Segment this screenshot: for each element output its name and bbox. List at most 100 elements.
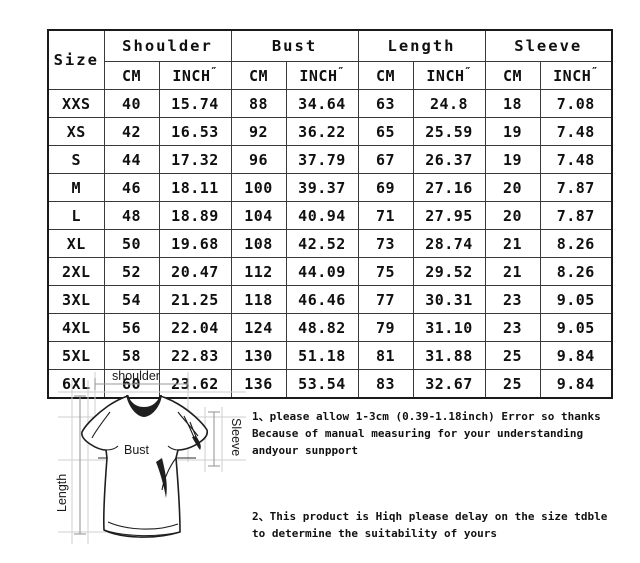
cell-bust-inch: 39.37 <box>285 173 359 202</box>
cell-shoulder-inch: 16.53 <box>158 117 232 146</box>
cell-bust-cm: 108 <box>230 229 287 258</box>
cell-sleeve-inch: 7.87 <box>539 201 613 230</box>
cell-sleeve-inch: 8.26 <box>539 257 613 286</box>
cell-sleeve-inch: 7.48 <box>539 145 613 174</box>
column-header-shoulder: Shoulder <box>103 29 232 62</box>
cell-sleeve-cm: 21 <box>484 257 541 286</box>
unit-label-inch: INCH <box>553 66 592 85</box>
cell-length-cm: 81 <box>357 341 414 370</box>
note-size-table-advice: 2、This product is Hiqh please delay on t… <box>252 510 608 541</box>
cell-shoulder-cm: 56 <box>103 313 160 342</box>
unit-header-length-cm: CM <box>357 61 414 90</box>
unit-label-inch: INCH <box>172 66 211 85</box>
cell-bust-inch: 51.18 <box>285 341 359 370</box>
cell-shoulder-cm: 54 <box>103 285 160 314</box>
cell-length-inch: 31.88 <box>412 341 486 370</box>
cell-bust-cm: 112 <box>230 257 287 286</box>
cell-sleeve-cm: 20 <box>484 201 541 230</box>
cell-size: L <box>47 201 105 230</box>
table-row: L 48 18.89 104 40.94 71 27.95 20 7.87 <box>47 201 613 230</box>
cell-size: 4XL <box>47 313 105 342</box>
tshirt-outline <box>81 395 209 538</box>
unit-header-bust-inch: INCH″ <box>285 61 359 90</box>
table-row: 2XL 52 20.47 112 44.09 75 29.52 21 8.26 <box>47 257 613 286</box>
cell-size: 2XL <box>47 257 105 286</box>
cell-sleeve-inch: 9.05 <box>539 285 613 314</box>
cell-length-inch: 28.74 <box>412 229 486 258</box>
cell-shoulder-cm: 48 <box>103 201 160 230</box>
cell-bust-inch: 37.79 <box>285 145 359 174</box>
size-chart-table-container: Size Shoulder Bust Length Sleeve CM INCH… <box>47 29 614 399</box>
cell-length-cm: 79 <box>357 313 414 342</box>
cell-sleeve-cm: 23 <box>484 313 541 342</box>
cell-length-cm: 69 <box>357 173 414 202</box>
cell-length-inch: 27.95 <box>412 201 486 230</box>
unit-header-sleeve-inch: INCH″ <box>539 61 613 90</box>
cell-size: XS <box>47 117 105 146</box>
table-row: XS 42 16.53 92 36.22 65 25.59 19 7.48 <box>47 117 613 146</box>
cell-size: 5XL <box>47 341 105 370</box>
cell-length-inch: 29.52 <box>412 257 486 286</box>
unit-header-shoulder-inch: INCH″ <box>158 61 232 90</box>
size-chart-table: Size Shoulder Bust Length Sleeve CM INCH… <box>47 29 614 399</box>
cell-length-cm: 73 <box>357 229 414 258</box>
table-row: XL 50 19.68 108 42.52 73 28.74 21 8.26 <box>47 229 613 258</box>
cell-shoulder-cm: 58 <box>103 341 160 370</box>
cell-shoulder-inch: 21.25 <box>158 285 232 314</box>
cell-sleeve-cm: 25 <box>484 341 541 370</box>
cell-shoulder-cm: 46 <box>103 173 160 202</box>
cell-sleeve-cm: 25 <box>484 369 541 399</box>
cell-sleeve-cm: 19 <box>484 117 541 146</box>
cell-sleeve-inch: 9.84 <box>539 369 613 399</box>
length-measure-line <box>74 395 86 535</box>
cell-shoulder-cm: 44 <box>103 145 160 174</box>
cell-shoulder-inch: 18.11 <box>158 173 232 202</box>
cell-length-inch: 25.59 <box>412 117 486 146</box>
cell-bust-inch: 34.64 <box>285 89 359 118</box>
cell-bust-cm: 92 <box>230 117 287 146</box>
cell-sleeve-inch: 7.48 <box>539 117 613 146</box>
tshirt-diagram-svg: shoulder Bust Sleeve Length <box>55 369 246 544</box>
cell-sleeve-inch: 9.84 <box>539 341 613 370</box>
cell-length-cm: 77 <box>357 285 414 314</box>
cell-bust-inch: 40.94 <box>285 201 359 230</box>
cell-bust-cm: 130 <box>230 341 287 370</box>
cell-bust-cm: 96 <box>230 145 287 174</box>
cell-bust-inch: 42.52 <box>285 229 359 258</box>
note-measurement-tolerance: 1、please allow 1-3cm (0.39-1.18inch) Err… <box>252 410 601 458</box>
unit-header-shoulder-cm: CM <box>103 61 160 90</box>
cell-sleeve-cm: 21 <box>484 229 541 258</box>
cell-length-inch: 30.31 <box>412 285 486 314</box>
table-row: M 46 18.11 100 39.37 69 27.16 20 7.87 <box>47 173 613 202</box>
cell-shoulder-cm: 42 <box>103 117 160 146</box>
cell-length-inch: 31.10 <box>412 313 486 342</box>
cell-size: M <box>47 173 105 202</box>
table-header-row-groups: Size Shoulder Bust Length Sleeve <box>47 29 613 90</box>
table-header: Size Shoulder Bust Length Sleeve CM INCH… <box>47 29 613 90</box>
cell-bust-cm: 100 <box>230 173 287 202</box>
cell-length-inch: 32.67 <box>412 369 486 399</box>
cell-size: S <box>47 145 105 174</box>
cell-shoulder-cm: 40 <box>103 89 160 118</box>
cell-length-inch: 26.37 <box>412 145 486 174</box>
cell-sleeve-cm: 23 <box>484 285 541 314</box>
table-row: XXS 40 15.74 88 34.64 63 24.8 18 7.08 <box>47 89 613 118</box>
tshirt-fold-lines <box>91 411 199 537</box>
cell-bust-cm: 118 <box>230 285 287 314</box>
cell-bust-inch: 44.09 <box>285 257 359 286</box>
column-header-bust: Bust <box>230 29 359 62</box>
cell-length-inch: 24.8 <box>412 89 486 118</box>
cell-bust-inch: 36.22 <box>285 117 359 146</box>
table-row: 4XL 56 22.04 124 48.82 79 31.10 23 9.05 <box>47 313 613 342</box>
table-row: 3XL 54 21.25 118 46.46 77 30.31 23 9.05 <box>47 285 613 314</box>
cell-bust-inch: 48.82 <box>285 313 359 342</box>
inch-double-prime-icon: ″ <box>210 64 218 78</box>
inch-double-prime-icon: ″ <box>337 64 345 78</box>
inch-double-prime-icon: ″ <box>591 64 599 78</box>
cell-length-cm: 65 <box>357 117 414 146</box>
table-row: 6XL 60 23.62 136 53.54 83 32.67 25 9.84 <box>47 369 613 399</box>
cell-length-cm: 71 <box>357 201 414 230</box>
cell-length-cm: 63 <box>357 89 414 118</box>
cell-shoulder-inch: 20.47 <box>158 257 232 286</box>
table-body: XXS 40 15.74 88 34.64 63 24.8 18 7.08 XS 42 16.53 92… <box>47 89 613 399</box>
